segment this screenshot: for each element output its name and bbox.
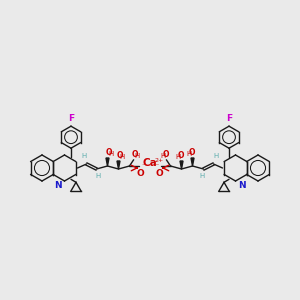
Text: H: H <box>135 153 140 159</box>
Polygon shape <box>106 158 109 166</box>
Text: H: H <box>160 153 165 159</box>
Text: H: H <box>82 153 87 159</box>
Text: H: H <box>120 154 125 160</box>
Polygon shape <box>191 158 194 166</box>
Polygon shape <box>117 161 120 169</box>
Text: H: H <box>186 151 191 157</box>
Text: O: O <box>116 151 123 160</box>
Text: N: N <box>238 181 246 190</box>
Text: 2+: 2+ <box>154 158 164 163</box>
Text: O: O <box>105 148 112 157</box>
Text: F: F <box>226 114 232 123</box>
Text: F: F <box>68 114 74 123</box>
Text: Ca: Ca <box>142 158 158 168</box>
Text: H: H <box>96 173 101 179</box>
Text: H: H <box>109 151 114 157</box>
Text: O: O <box>162 150 169 159</box>
Text: ⁻: ⁻ <box>141 161 146 170</box>
Text: O: O <box>131 150 138 159</box>
Text: H: H <box>175 154 180 160</box>
Text: O: O <box>136 169 144 178</box>
Text: N: N <box>54 181 62 190</box>
Text: H: H <box>199 173 204 179</box>
Text: ⁻: ⁻ <box>154 161 159 170</box>
Text: H: H <box>213 153 218 159</box>
Text: O: O <box>188 148 195 157</box>
Text: O: O <box>156 169 164 178</box>
Text: O: O <box>177 151 184 160</box>
Polygon shape <box>180 161 183 169</box>
